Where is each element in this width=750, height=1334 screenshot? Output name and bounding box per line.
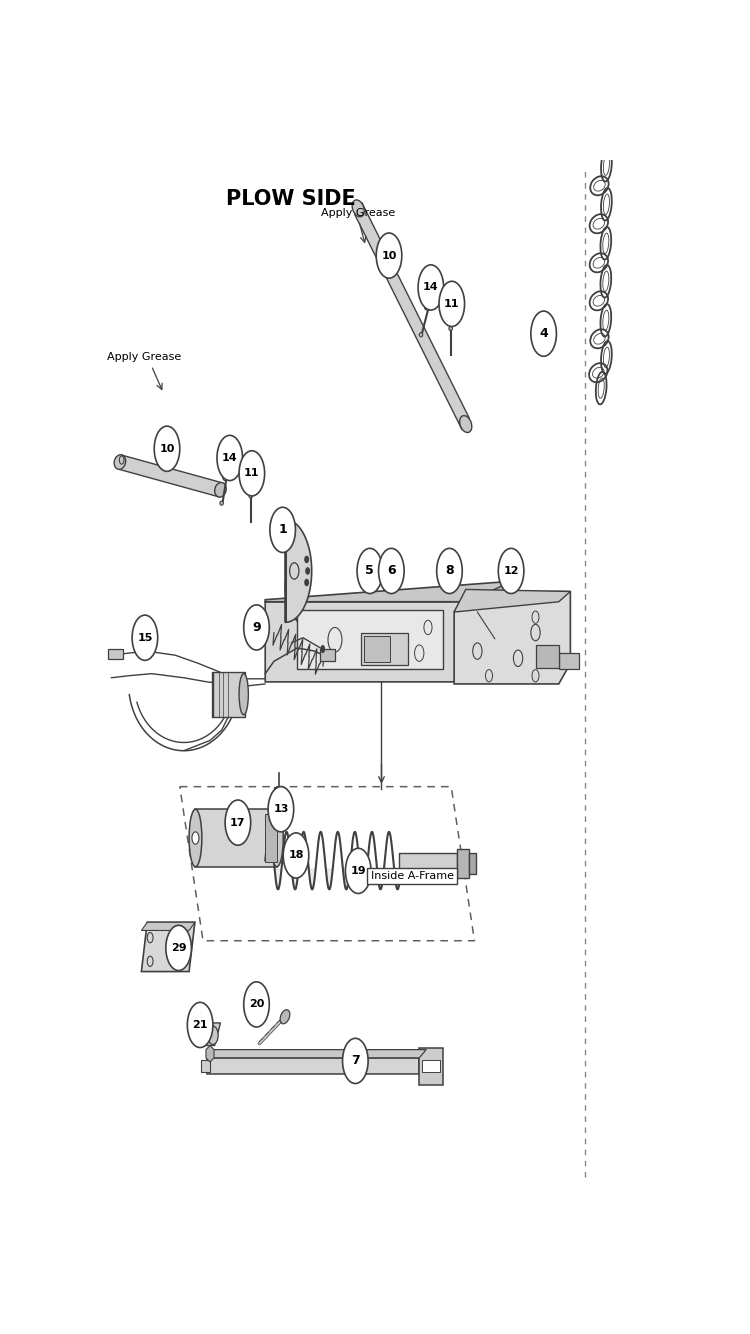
Polygon shape (266, 582, 512, 602)
Circle shape (239, 451, 265, 496)
Ellipse shape (189, 810, 202, 867)
Ellipse shape (424, 304, 429, 309)
Polygon shape (266, 814, 277, 862)
Text: 12: 12 (503, 566, 519, 576)
Circle shape (531, 311, 556, 356)
Polygon shape (266, 602, 512, 682)
Ellipse shape (419, 332, 423, 336)
Text: 19: 19 (350, 866, 366, 876)
Ellipse shape (114, 455, 126, 470)
Polygon shape (196, 810, 277, 867)
Polygon shape (119, 455, 221, 498)
Ellipse shape (352, 200, 364, 217)
Text: Apply Grease: Apply Grease (321, 208, 395, 219)
Circle shape (418, 265, 444, 309)
Circle shape (357, 548, 382, 594)
Circle shape (166, 926, 191, 971)
Ellipse shape (220, 502, 224, 506)
Circle shape (192, 832, 199, 844)
Ellipse shape (223, 475, 227, 480)
Circle shape (306, 568, 310, 574)
Circle shape (132, 615, 158, 660)
Text: 10: 10 (381, 251, 397, 260)
Polygon shape (213, 671, 244, 716)
Circle shape (436, 548, 462, 594)
Polygon shape (297, 610, 442, 668)
Polygon shape (207, 1058, 419, 1074)
Circle shape (320, 644, 325, 654)
Text: PLOW SIDE: PLOW SIDE (226, 189, 356, 209)
Ellipse shape (249, 494, 253, 498)
Polygon shape (142, 922, 195, 971)
Polygon shape (320, 650, 335, 662)
Circle shape (305, 579, 308, 586)
Polygon shape (422, 1061, 440, 1073)
Ellipse shape (460, 416, 472, 432)
Circle shape (244, 982, 269, 1027)
Text: Inside A-Frame: Inside A-Frame (370, 871, 454, 880)
Polygon shape (201, 1061, 210, 1073)
Polygon shape (454, 591, 570, 684)
Polygon shape (419, 1047, 442, 1085)
Polygon shape (536, 644, 559, 667)
Text: 9: 9 (252, 620, 261, 634)
Polygon shape (559, 654, 579, 668)
Circle shape (498, 548, 523, 594)
Ellipse shape (239, 674, 248, 715)
Text: 5: 5 (365, 564, 374, 578)
Text: 14: 14 (222, 454, 238, 463)
Text: 14: 14 (423, 283, 439, 292)
Circle shape (343, 1038, 368, 1083)
Text: 20: 20 (249, 999, 264, 1010)
Text: 21: 21 (192, 1021, 208, 1030)
Polygon shape (355, 203, 470, 430)
Circle shape (439, 281, 464, 327)
Circle shape (305, 556, 308, 563)
Polygon shape (469, 854, 476, 874)
Circle shape (225, 800, 251, 846)
Text: 8: 8 (446, 564, 454, 578)
Ellipse shape (449, 327, 452, 331)
Text: 29: 29 (171, 943, 187, 952)
Text: 17: 17 (230, 818, 246, 827)
Text: 1: 1 (278, 523, 287, 536)
Circle shape (154, 426, 180, 471)
Polygon shape (399, 854, 457, 874)
Polygon shape (472, 582, 512, 682)
Circle shape (188, 1002, 213, 1047)
Circle shape (270, 507, 296, 552)
Polygon shape (286, 519, 312, 622)
Circle shape (208, 1026, 218, 1045)
Circle shape (244, 604, 269, 650)
Polygon shape (362, 632, 408, 666)
Text: 18: 18 (288, 851, 304, 860)
Polygon shape (142, 922, 195, 931)
Polygon shape (454, 590, 570, 612)
Circle shape (217, 435, 242, 480)
Polygon shape (207, 1050, 426, 1058)
Circle shape (346, 848, 371, 894)
Text: 11: 11 (244, 468, 260, 479)
Text: Apply Grease: Apply Grease (107, 352, 182, 363)
Polygon shape (274, 787, 284, 802)
Circle shape (284, 832, 309, 878)
Circle shape (276, 790, 282, 800)
Ellipse shape (271, 810, 284, 867)
Polygon shape (108, 650, 123, 659)
Text: 11: 11 (444, 299, 460, 309)
Ellipse shape (280, 1010, 290, 1023)
Ellipse shape (214, 483, 226, 498)
Text: 4: 4 (539, 327, 548, 340)
Circle shape (379, 548, 404, 594)
Polygon shape (364, 636, 390, 663)
Circle shape (268, 787, 294, 832)
Text: 7: 7 (351, 1054, 360, 1067)
Text: 6: 6 (387, 564, 396, 578)
Text: 13: 13 (273, 804, 289, 814)
Circle shape (376, 233, 402, 279)
Text: 10: 10 (159, 444, 175, 454)
Polygon shape (457, 850, 469, 878)
Text: 15: 15 (137, 632, 152, 643)
Polygon shape (206, 1023, 220, 1046)
